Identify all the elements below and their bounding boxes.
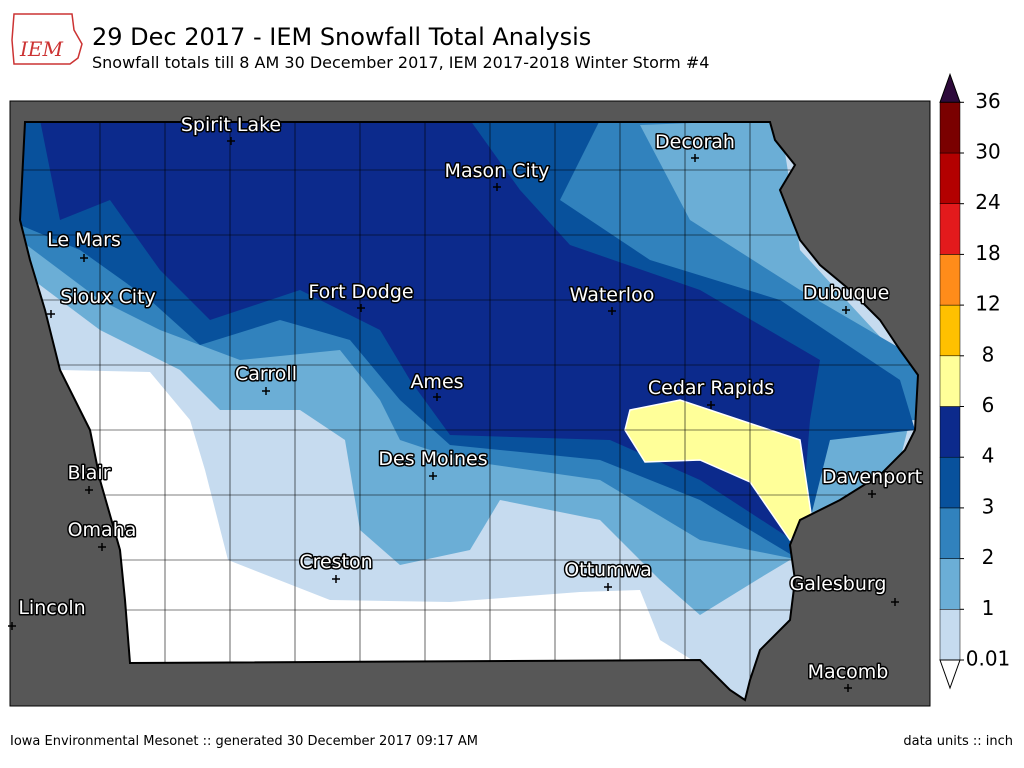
city-marker <box>604 583 612 591</box>
colorbar-band <box>939 203 961 255</box>
city-label: Le Mars <box>47 229 121 251</box>
city-label: Blair <box>67 462 110 484</box>
colorbar-tick-label: 4 <box>982 444 995 468</box>
city-marker <box>891 598 899 606</box>
city-label: Omaha <box>68 519 137 541</box>
colorbar-tick-label: 12 <box>975 292 1000 316</box>
colorbar-tick-label: 2 <box>982 545 995 569</box>
city-marker <box>8 622 16 630</box>
map: Spirit Lake Mason City Decorah Le Mars Sioux… <box>8 100 931 707</box>
city-marker <box>80 254 88 262</box>
colorbar-band <box>939 609 961 661</box>
city-label: Carroll <box>235 363 297 385</box>
city-marker <box>85 486 93 494</box>
city-label: Cedar Rapids <box>648 377 774 399</box>
city-marker <box>227 137 235 145</box>
city-label: Creston <box>299 551 372 573</box>
footer-left: Iowa Environmental Mesonet :: generated … <box>10 734 478 749</box>
city-marker <box>608 307 616 315</box>
colorbar-band <box>939 304 961 357</box>
city-marker <box>47 310 55 318</box>
colorbar-tick-label: 0.01 <box>966 647 1011 671</box>
colorbar-under <box>939 659 961 690</box>
city-marker <box>842 306 850 314</box>
city-label: Waterloo <box>570 284 655 306</box>
colorbar-band <box>939 406 961 458</box>
logo: IEM <box>11 13 83 65</box>
city-label: Decorah <box>655 131 735 153</box>
colorbar-band <box>939 507 961 559</box>
city-label: Mason City <box>445 160 550 182</box>
city-label: Spirit Lake <box>181 114 281 136</box>
title: 29 Dec 2017 - IEM Snowfall Total Analysi… <box>92 23 591 51</box>
city-label: Ames <box>410 371 463 393</box>
city-marker <box>493 183 501 191</box>
city-marker <box>707 401 715 409</box>
colorbar-tick-label: 6 <box>982 393 995 417</box>
city-label: Des Moines <box>378 448 487 470</box>
city-marker <box>433 393 441 401</box>
city-label: Ottumwa <box>564 559 652 581</box>
subtitle: Snowfall totals till 8 AM 30 December 20… <box>92 53 709 72</box>
city-label: Macomb <box>808 661 889 683</box>
colorbar-band <box>939 355 961 407</box>
city-marker <box>262 387 270 395</box>
city-marker <box>429 472 437 480</box>
city-marker <box>332 575 340 583</box>
colorbar-over <box>939 72 961 103</box>
footer-right: data units :: inch <box>903 734 1013 749</box>
city-marker <box>357 304 365 312</box>
city-label: Fort Dodge <box>308 281 413 303</box>
colorbar-tick-label: 36 <box>975 89 1000 113</box>
colorbar-band <box>939 558 961 610</box>
colorbar-band <box>939 456 961 509</box>
colorbar-tick-label: 24 <box>975 190 1000 214</box>
city-marker <box>691 154 699 162</box>
city-marker <box>868 490 876 498</box>
colorbar-tick-label: 1 <box>982 596 995 620</box>
colorbar-tick-label: 8 <box>982 342 995 366</box>
city-label: Davenport <box>822 466 922 488</box>
logo-text: IEM <box>19 37 64 61</box>
colorbar-band <box>939 102 961 154</box>
city-label: Dubuque <box>803 282 890 304</box>
colorbar-tick-label: 18 <box>975 241 1000 265</box>
city-label: Sioux City <box>60 286 156 308</box>
colorbar-tick-label: 30 <box>975 140 1000 164</box>
city-label: Lincoln <box>18 597 85 619</box>
city-label: Galesburg <box>790 573 887 595</box>
colorbar-tick-label: 3 <box>982 494 995 518</box>
city-marker <box>98 543 106 551</box>
city-marker <box>844 684 852 692</box>
colorbar-band <box>939 152 961 204</box>
colorbar-band <box>939 254 961 306</box>
